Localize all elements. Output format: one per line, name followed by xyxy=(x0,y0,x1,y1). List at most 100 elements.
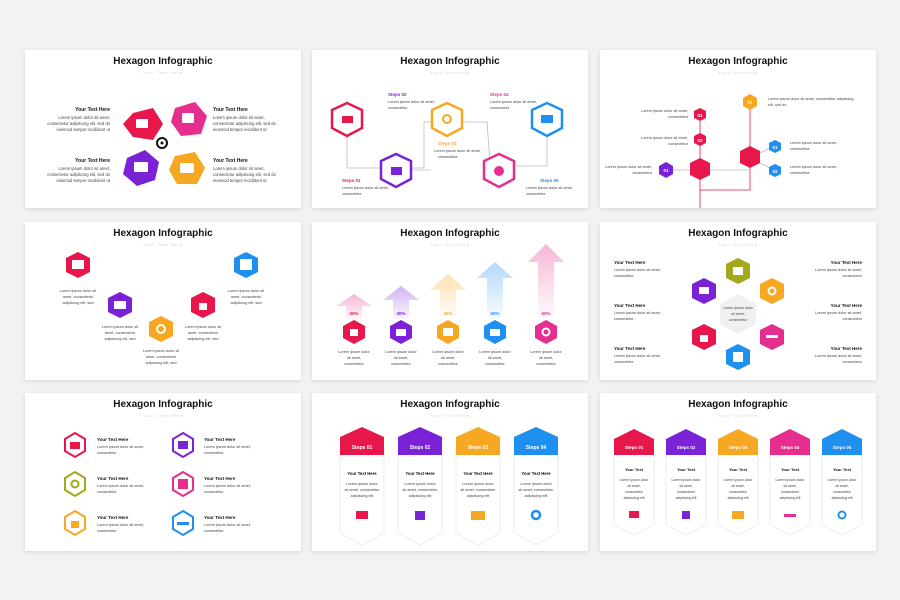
text-line: Lorem ipsum dolor xyxy=(723,306,754,310)
text-line: Lorem ipsum dolor xyxy=(479,350,511,354)
text-line: Lorem ipsum dolor xyxy=(724,478,754,482)
text-heading: Your Text Here xyxy=(831,346,863,351)
text-heading: Your Text xyxy=(781,467,800,472)
text-line: consectetur xyxy=(97,490,117,494)
red-hexagon-lock xyxy=(740,146,760,168)
text-line: consectetur xyxy=(614,274,634,278)
step-label: Steps 04 xyxy=(781,445,800,450)
slide-8-graphic: Steps 01 Your Text Here Lorem ipsum dolo… xyxy=(339,427,559,546)
text-line: consectetur xyxy=(729,490,748,494)
text-heading: Your Text Here xyxy=(97,476,129,481)
text-line: consectetur xyxy=(677,490,696,494)
text-line: adipiscing elit xyxy=(831,496,852,500)
briefcase-icon xyxy=(699,287,709,294)
text-line: consectetur xyxy=(842,360,862,364)
text-heading-tl: Your Text Here xyxy=(75,107,110,113)
text-line: sit amet, xyxy=(441,356,455,360)
text-line: consectetur xyxy=(625,490,644,494)
step-label: Steps 04 xyxy=(490,92,509,97)
slide-4[interactable]: Hexagon Infographic Your Text Here Lorem… xyxy=(25,222,301,380)
id-card-icon xyxy=(541,115,553,123)
text-line: sit amet, xyxy=(488,356,502,360)
gear-icon xyxy=(156,324,166,334)
gear-icon xyxy=(442,114,452,124)
store-icon xyxy=(733,267,743,275)
number-label: 01 xyxy=(663,168,669,173)
text-line: sit amet, xyxy=(835,484,848,488)
store-icon xyxy=(178,441,188,449)
slide-subtitle: Your Text Here xyxy=(142,413,184,418)
lock-icon xyxy=(199,303,207,310)
text-line: consectetur xyxy=(342,192,362,196)
purple-hexagon xyxy=(659,162,673,178)
text-line: adipiscing elit xyxy=(467,494,491,498)
blue-hexagon-02 xyxy=(769,164,781,177)
pie-icon xyxy=(494,166,504,176)
number-label: 02 xyxy=(772,169,778,174)
slide-title: Hexagon Infographic xyxy=(688,56,788,67)
text-heading-bl: Your Text Here xyxy=(75,158,110,164)
slide-3[interactable]: Hexagon Infographic Your Text Here 01 02… xyxy=(600,50,876,208)
text-heading: Your Text Here xyxy=(97,515,129,520)
store-icon xyxy=(443,328,453,336)
slide-title: Hexagon Infographic xyxy=(400,228,500,239)
text-heading: Your Text Here xyxy=(204,515,236,520)
text-line: sit amet, consectetur xyxy=(518,488,554,492)
text-line: Lorem ipsum dolor sit amet, consectetur … xyxy=(768,97,853,101)
text-heading: Your Text Here xyxy=(831,303,863,308)
text-line: consectetur adipiscing elit, sed do xyxy=(47,172,111,177)
key-icon xyxy=(784,514,796,517)
orange-hexagon xyxy=(430,101,464,138)
folder-icon xyxy=(629,511,639,518)
slide-8[interactable]: Hexagon Infographic Your Text Here Steps… xyxy=(312,393,588,551)
step-label: Steps 03 xyxy=(729,445,748,450)
text-line: Lorem ipsum dolor xyxy=(338,350,370,354)
text-line: amet, consectetur xyxy=(63,295,94,299)
text-line: amet, consectetur xyxy=(231,295,262,299)
text-line: consectetur xyxy=(438,155,458,159)
text-line: consectetur xyxy=(388,106,408,110)
text-heading: Your Text xyxy=(625,467,644,472)
slide-6[interactable]: Hexagon Infographic Your Text Here Lorem… xyxy=(600,222,876,380)
text-line: Lorem ipsum dolor xyxy=(346,482,378,486)
text-line: eiusmod tempor incididunt ut xyxy=(213,127,267,132)
text-line: adipiscing elit xyxy=(675,496,696,500)
text-line: sit amet, xyxy=(731,484,744,488)
slide-7[interactable]: Hexagon Infographic Your Text Here Your … xyxy=(25,393,301,551)
folder-icon xyxy=(356,511,368,519)
arrow-bar-5 xyxy=(528,244,564,322)
text-line: sit amet, consectetur xyxy=(344,488,380,492)
image-icon xyxy=(182,113,194,123)
slide-5-graphic: 30% 30% 40% 50% 60% Lorem ipsum dolor si… xyxy=(336,244,564,366)
text-line: consectetur xyxy=(391,362,411,366)
text-line: Lorem ipsum dolor sit amet, xyxy=(204,445,251,449)
step-label: Steps 04 xyxy=(526,445,547,451)
text-line: consectetur xyxy=(204,451,224,455)
slide-subtitle: Your Text Here xyxy=(142,242,184,247)
text-line: sit amet, xyxy=(679,484,692,488)
text-line: Lorem ipsum dolor sit amet, xyxy=(605,165,652,169)
briefcase-icon xyxy=(134,162,148,172)
text-line: consectetur xyxy=(668,142,688,146)
text-line: sit amet, consectetur xyxy=(460,488,496,492)
slide-1[interactable]: Hexagon Infographic Your Text Here Your … xyxy=(25,50,301,208)
text-line: adipiscing elit, sed xyxy=(104,337,135,341)
percent-label: 60% xyxy=(541,311,550,316)
text-line: Lorem ipsum dolor sit amet, xyxy=(204,484,251,488)
text-line: eiusmod tempor incididunt ut xyxy=(213,178,267,183)
step-label: Steps 03 xyxy=(468,445,489,451)
text-line: adipiscing elit, sed xyxy=(187,337,218,341)
text-line: consectetur xyxy=(842,274,862,278)
text-line: elit, sed do xyxy=(768,103,786,107)
text-line: consectetur xyxy=(833,490,852,494)
briefcase-icon xyxy=(732,511,744,519)
slide-title: Hexagon Infographic xyxy=(400,56,500,67)
text-line: consectetur xyxy=(485,362,505,366)
slide-title: Hexagon Infographic xyxy=(113,399,213,410)
text-line: consectetur adipiscing elit, sed do xyxy=(213,172,277,177)
slide-2[interactable]: Hexagon Infographic Your Text Here Steps… xyxy=(312,50,588,208)
slide-9[interactable]: Hexagon Infographic Your Text Here Steps… xyxy=(600,393,876,551)
text-line: consectetur xyxy=(344,362,364,366)
slide-5[interactable]: Hexagon Infographic Your Text Here 30% 3… xyxy=(312,222,588,380)
text-line: consectetur adipiscing elit, sed do xyxy=(47,121,111,126)
